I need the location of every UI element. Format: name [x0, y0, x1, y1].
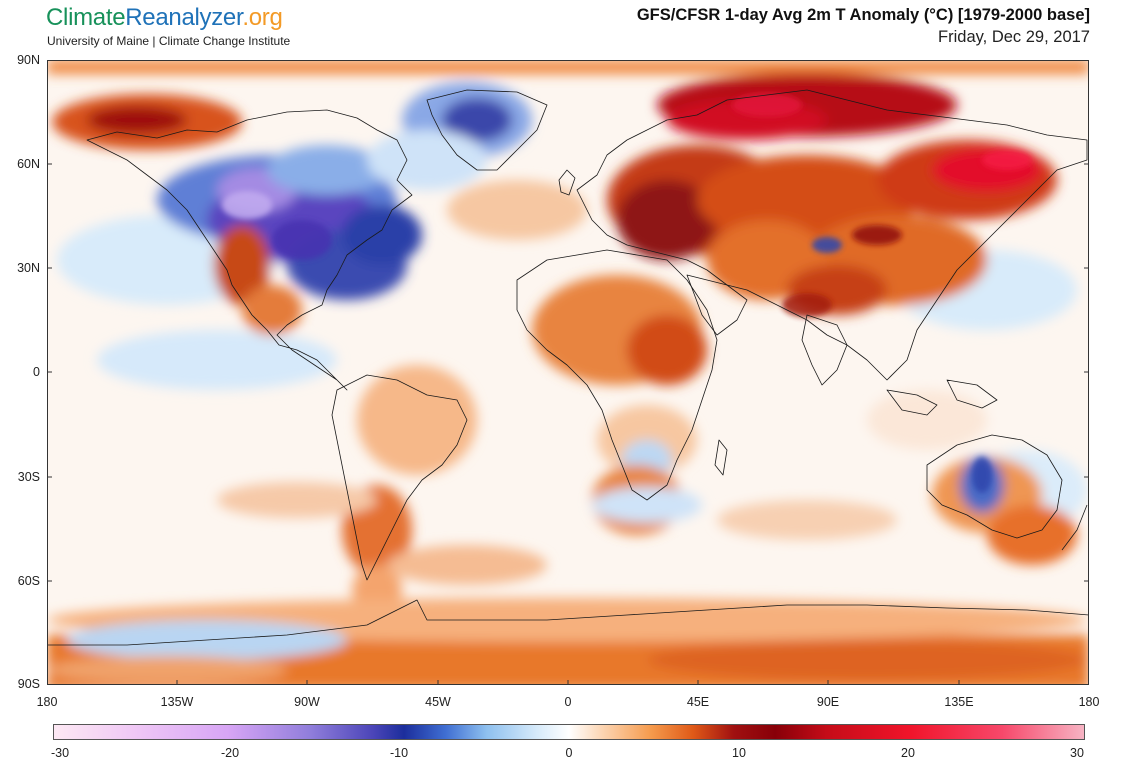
lon-label-135w: 135W [160, 695, 194, 709]
colorbar-tick-neg10: -10 [389, 746, 409, 760]
site-subtitle: University of Maine | Climate Change Ins… [47, 34, 291, 48]
lat-label-60n: 60N [17, 157, 40, 171]
lat-label-30s: 30S [17, 470, 40, 484]
anomaly-detail [222, 93, 1032, 493]
logo-word-reanalyzer: Reanalyzer [125, 4, 243, 31]
colorbar-tick-20: 20 [901, 746, 915, 760]
map-date: Friday, Dec 29, 2017 [938, 28, 1090, 46]
logo-word-org: .org [242, 4, 283, 31]
lat-label-90n: 90N [17, 53, 40, 67]
colorbar-tick-0: 0 [565, 746, 573, 760]
lon-label-90w: 90W [294, 695, 320, 709]
lon-label-135e: 135E [944, 695, 974, 709]
map-border [47, 60, 1089, 685]
lon-label-180w: 180 [36, 695, 58, 709]
temperature-anomaly-map [47, 60, 1089, 685]
lon-label-45e: 45E [686, 695, 710, 709]
lat-label-90s: 90S [17, 677, 40, 691]
lon-label-180e: 180 [1078, 695, 1100, 709]
logo-word-climate: Climate [46, 4, 126, 31]
coastlines [47, 89, 1089, 646]
lon-label-0: 0 [564, 695, 572, 709]
lat-label-0: 0 [33, 365, 40, 379]
site-logo[interactable]: ClimateReanalyzer.org [46, 4, 283, 32]
lon-label-90e: 90E [816, 695, 840, 709]
lat-label-30n: 30N [17, 261, 40, 275]
lat-label-60s: 60S [17, 574, 40, 588]
colorbar [53, 724, 1085, 740]
colorbar-tick-neg20: -20 [220, 746, 240, 760]
colorbar-tick-neg30: -30 [50, 746, 70, 760]
colorbar-tick-10: 10 [732, 746, 746, 760]
map-title: GFS/CFSR 1-day Avg 2m T Anomaly (°C) [19… [636, 6, 1090, 24]
colorbar-tick-30: 30 [1070, 746, 1084, 760]
lon-label-45w: 45W [425, 695, 451, 709]
